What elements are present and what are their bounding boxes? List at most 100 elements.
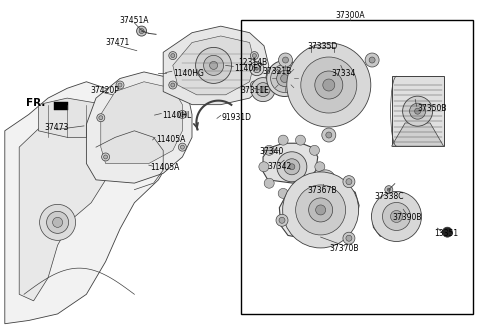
Circle shape xyxy=(164,81,172,89)
Circle shape xyxy=(179,111,186,118)
Polygon shape xyxy=(173,36,254,95)
Text: 37334: 37334 xyxy=(331,69,355,78)
Circle shape xyxy=(346,179,352,185)
Polygon shape xyxy=(392,123,444,146)
Circle shape xyxy=(260,87,266,93)
Polygon shape xyxy=(38,98,134,137)
Circle shape xyxy=(276,71,293,86)
Polygon shape xyxy=(101,82,182,164)
Polygon shape xyxy=(163,26,269,105)
Bar xyxy=(241,20,473,314)
Circle shape xyxy=(47,211,69,233)
Circle shape xyxy=(343,232,355,244)
Text: 37338C: 37338C xyxy=(374,192,404,201)
Circle shape xyxy=(53,217,62,227)
Circle shape xyxy=(251,77,275,102)
Circle shape xyxy=(180,112,184,116)
Text: 37420P: 37420P xyxy=(90,86,119,95)
Text: 37370B: 37370B xyxy=(330,244,360,253)
Circle shape xyxy=(210,61,217,69)
Polygon shape xyxy=(279,182,359,239)
Text: 37335D: 37335D xyxy=(307,42,338,51)
Circle shape xyxy=(385,186,393,194)
Circle shape xyxy=(310,145,320,155)
Circle shape xyxy=(387,188,390,191)
Text: 37321B: 37321B xyxy=(263,67,292,77)
Circle shape xyxy=(320,174,331,186)
Circle shape xyxy=(315,71,343,99)
Text: 37390B: 37390B xyxy=(392,213,422,222)
Circle shape xyxy=(276,214,288,226)
Circle shape xyxy=(343,176,355,188)
Circle shape xyxy=(137,26,146,36)
Circle shape xyxy=(281,75,288,82)
Text: 37340: 37340 xyxy=(259,147,283,156)
Circle shape xyxy=(171,54,175,58)
Circle shape xyxy=(250,62,264,76)
Circle shape xyxy=(323,177,328,182)
Text: 1140HL: 1140HL xyxy=(162,111,192,120)
Text: 11405A: 11405A xyxy=(150,163,179,172)
Circle shape xyxy=(409,103,426,119)
Circle shape xyxy=(255,67,258,70)
Text: FR.: FR. xyxy=(26,98,46,108)
Circle shape xyxy=(139,28,144,34)
Circle shape xyxy=(169,52,177,60)
Circle shape xyxy=(251,81,258,89)
Circle shape xyxy=(372,192,421,241)
Text: 37451A: 37451A xyxy=(120,16,149,25)
Circle shape xyxy=(179,143,186,151)
Circle shape xyxy=(97,114,105,122)
Text: 91931D: 91931D xyxy=(222,113,252,122)
Text: 1140HG: 1140HG xyxy=(173,69,204,78)
Polygon shape xyxy=(5,82,168,324)
Circle shape xyxy=(278,188,288,198)
Text: 37300A: 37300A xyxy=(336,11,365,20)
Circle shape xyxy=(309,198,333,222)
Text: 37471: 37471 xyxy=(106,38,130,47)
Polygon shape xyxy=(19,114,106,301)
Circle shape xyxy=(166,83,170,87)
Circle shape xyxy=(326,132,332,138)
Circle shape xyxy=(284,159,300,175)
Text: 1140FY: 1140FY xyxy=(234,64,263,73)
Circle shape xyxy=(315,162,325,172)
Circle shape xyxy=(252,83,256,87)
Circle shape xyxy=(390,211,402,222)
Polygon shape xyxy=(54,102,69,110)
Circle shape xyxy=(301,57,357,113)
Circle shape xyxy=(403,96,432,126)
Circle shape xyxy=(277,152,307,182)
Circle shape xyxy=(296,188,305,198)
Polygon shape xyxy=(263,143,318,183)
Circle shape xyxy=(369,57,375,63)
Circle shape xyxy=(180,145,184,149)
Circle shape xyxy=(271,64,299,93)
Polygon shape xyxy=(294,60,364,112)
Text: 37342: 37342 xyxy=(267,162,291,171)
Text: 12314B: 12314B xyxy=(239,58,267,67)
Circle shape xyxy=(118,83,122,87)
Circle shape xyxy=(264,178,274,188)
Circle shape xyxy=(104,155,108,159)
Text: 37473: 37473 xyxy=(45,123,69,132)
Text: 37350B: 37350B xyxy=(418,104,447,113)
Circle shape xyxy=(315,170,336,190)
Circle shape xyxy=(279,217,285,223)
Circle shape xyxy=(283,57,288,63)
Circle shape xyxy=(278,53,292,67)
Circle shape xyxy=(383,202,410,231)
Circle shape xyxy=(287,43,371,127)
Circle shape xyxy=(415,108,420,114)
Text: 13351: 13351 xyxy=(434,229,458,238)
Circle shape xyxy=(296,135,305,145)
Circle shape xyxy=(443,227,452,237)
Circle shape xyxy=(310,178,320,188)
Circle shape xyxy=(39,204,75,240)
Polygon shape xyxy=(86,72,192,183)
Circle shape xyxy=(322,128,336,142)
Circle shape xyxy=(256,83,270,96)
Circle shape xyxy=(365,53,379,67)
Circle shape xyxy=(99,116,103,120)
Circle shape xyxy=(102,153,109,161)
